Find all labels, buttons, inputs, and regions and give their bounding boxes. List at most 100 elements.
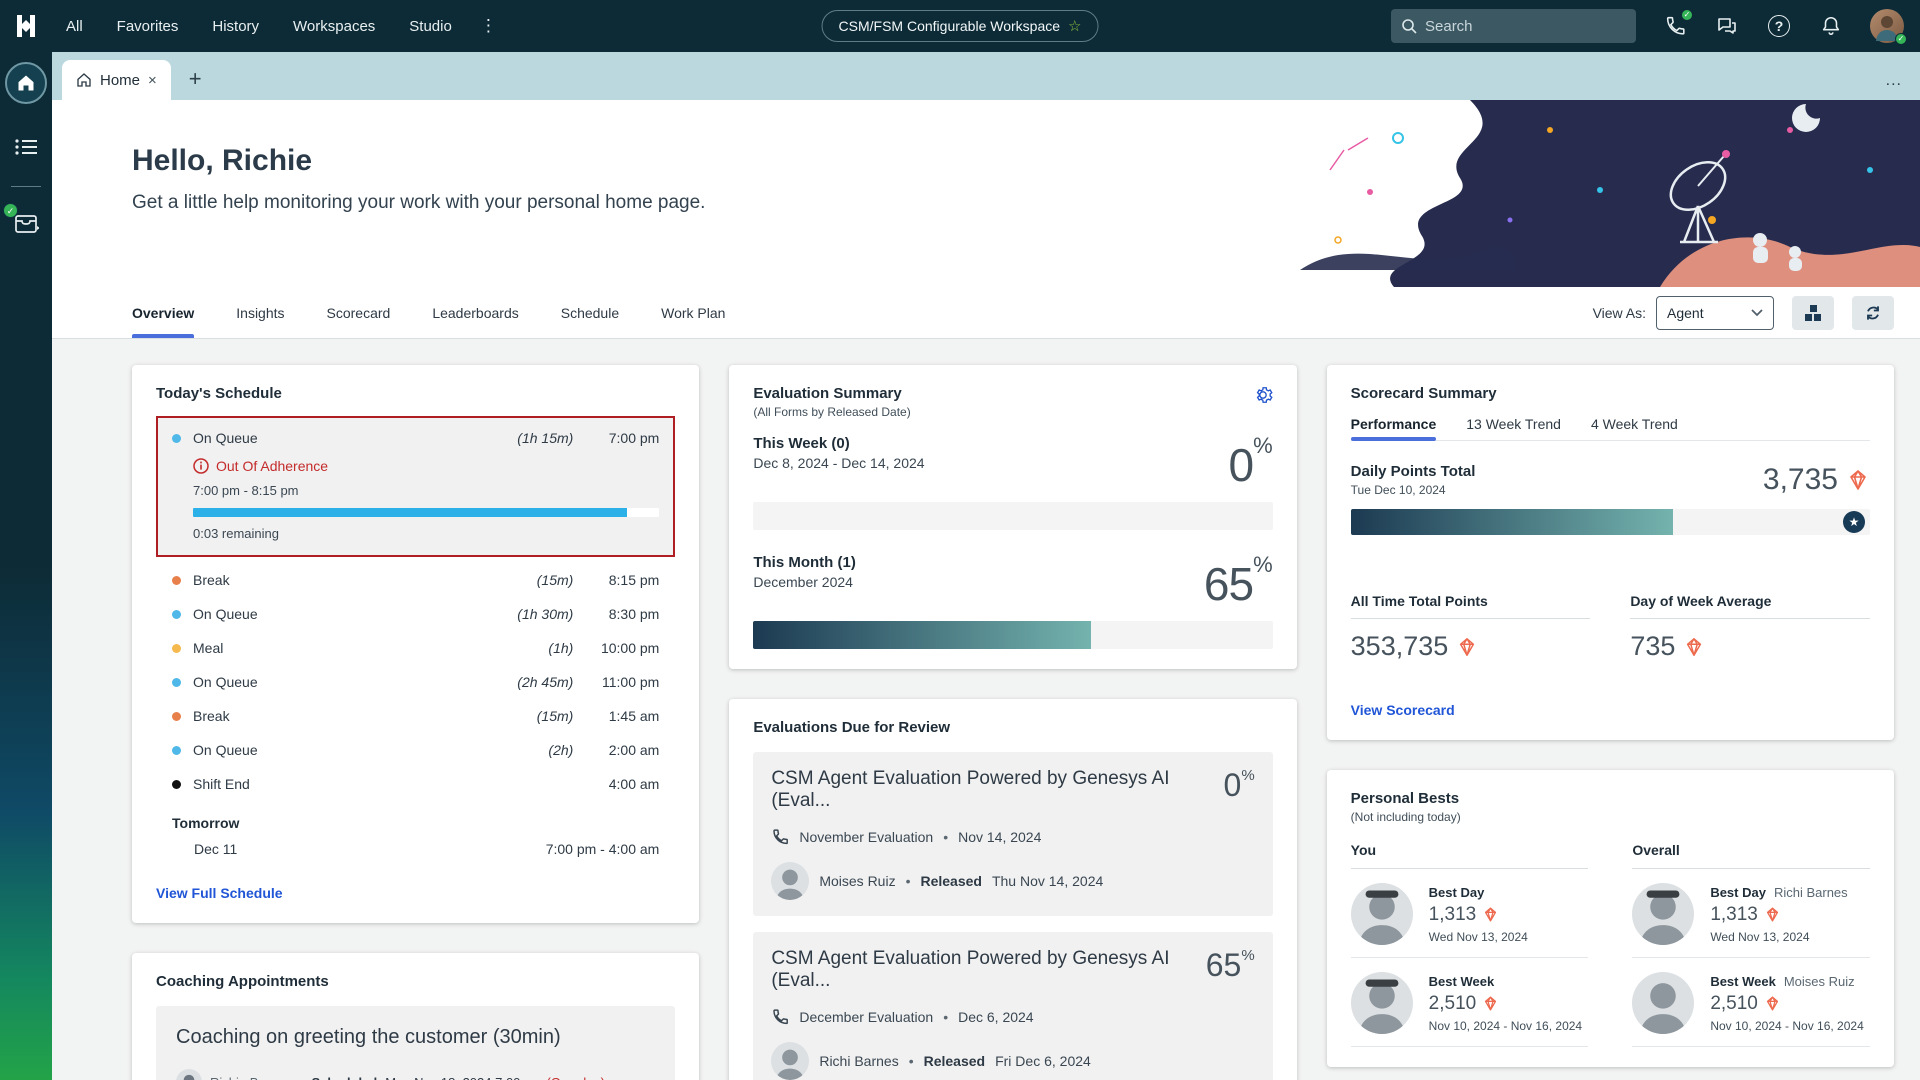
evaluation-item-score: 65% bbox=[1205, 947, 1255, 983]
tab-work-plan[interactable]: Work Plan bbox=[661, 304, 726, 321]
schedule-row[interactable]: On Queue (2h) 2:00 am bbox=[156, 733, 675, 767]
search-icon bbox=[1401, 18, 1417, 34]
best-day-row: Best Day 1,313 Wed Nov 13, 2024 bbox=[1350, 869, 1589, 958]
widgets-layout-button[interactable] bbox=[1792, 295, 1834, 330]
this-month-progress bbox=[753, 621, 1273, 649]
favorite-star-icon[interactable]: ☆ bbox=[1068, 18, 1082, 35]
tomorrow-label: Tomorrow bbox=[172, 815, 240, 831]
best-week-date: Nov 10, 2024 - Nov 16, 2024 bbox=[1710, 1018, 1864, 1033]
call-icon bbox=[773, 829, 789, 845]
tab-home-label: Home bbox=[100, 71, 141, 89]
coaching-appointments-card: Coaching Appointments Coaching on greeti… bbox=[132, 953, 700, 1080]
evaluation-item-form-row: December Evaluation • Dec 6, 2024 bbox=[771, 1008, 1254, 1026]
menu-workspaces[interactable]: Workspaces bbox=[293, 17, 376, 35]
schedule-row[interactable]: On Queue (1h 30m) 8:30 pm bbox=[156, 597, 675, 631]
call-icon bbox=[773, 1009, 789, 1025]
daily-points-section: Daily Points Total Tue Dec 10, 2024 3,73… bbox=[1351, 463, 1870, 497]
scorecard-tab-4-week[interactable]: 4 Week Trend bbox=[1590, 416, 1678, 432]
help-icon[interactable]: ? bbox=[1766, 13, 1792, 39]
column-left: Today's Schedule On Queue (1h 15m) 7:00 … bbox=[132, 365, 700, 1080]
scorecard-tab-13-week[interactable]: 13 Week Trend bbox=[1466, 416, 1561, 432]
current-activity-range: 7:00 pm - 8:15 pm bbox=[193, 483, 299, 498]
tomorrow-section: Tomorrow Dec 11 7:00 pm - 4:00 am bbox=[156, 815, 675, 857]
activity-dot bbox=[172, 677, 181, 687]
phone-status-button[interactable]: ✓ bbox=[1662, 9, 1693, 39]
menu-overflow-icon[interactable]: ⋮ bbox=[479, 16, 499, 35]
workspace-pill[interactable]: CSM/FSM Configurable Workspace ☆ bbox=[821, 10, 1099, 42]
tab-strip-overflow-icon[interactable]: ... bbox=[1885, 72, 1902, 89]
schedule-row[interactable]: Meal (1h) 10:00 pm bbox=[156, 631, 675, 665]
scorecard-tab-performance[interactable]: Performance bbox=[1350, 416, 1436, 441]
best-day-label: Best Day bbox=[1428, 884, 1485, 900]
chat-icon[interactable] bbox=[1714, 13, 1740, 39]
view-as-value: Agent bbox=[1667, 304, 1704, 321]
genesys-logo[interactable] bbox=[0, 0, 52, 52]
refresh-icon bbox=[1867, 305, 1879, 320]
new-tab-button[interactable]: + bbox=[188, 66, 202, 91]
coaching-item[interactable]: Coaching on greeting the customer (30min… bbox=[156, 1006, 676, 1080]
schedule-row[interactable]: On Queue (2h 45m) 11:00 pm bbox=[156, 665, 675, 699]
tab-leaderboards[interactable]: Leaderboards bbox=[432, 304, 519, 321]
gem-icon bbox=[1687, 637, 1702, 656]
gem-icon bbox=[1485, 907, 1497, 922]
home-icon bbox=[18, 75, 34, 91]
menu-favorites[interactable]: Favorites bbox=[116, 17, 179, 35]
todays-schedule-card: Today's Schedule On Queue (1h 15m) 7:00 … bbox=[132, 365, 700, 923]
activity-dot bbox=[172, 609, 181, 619]
evaluations-due-card: Evaluations Due for Review CSM Agent Eva… bbox=[729, 699, 1297, 1080]
tab-home[interactable]: Home × bbox=[62, 60, 171, 100]
day-of-week-average-label: Day of Week Average bbox=[1630, 593, 1870, 619]
evaluation-item[interactable]: CSM Agent Evaluation Powered by Genesys … bbox=[753, 752, 1273, 916]
tab-overview[interactable]: Overview bbox=[132, 287, 195, 338]
inbox-icon bbox=[15, 215, 39, 233]
schedule-row[interactable]: Break (15m) 1:45 am bbox=[156, 699, 675, 733]
sidebar-home-button[interactable] bbox=[5, 62, 47, 104]
user-avatar[interactable]: ✓ bbox=[1870, 9, 1907, 45]
view-full-schedule-link[interactable]: View Full Schedule bbox=[156, 885, 283, 901]
view-as-label: View As: bbox=[1592, 304, 1646, 321]
workspace-pill-label: CSM/FSM Configurable Workspace bbox=[838, 18, 1061, 34]
daily-points-progress-fill bbox=[1350, 509, 1673, 535]
tab-close-icon[interactable]: × bbox=[148, 71, 157, 89]
best-day-value: 1,313 bbox=[1429, 904, 1528, 926]
tab-scorecard[interactable]: Scorecard bbox=[326, 304, 391, 321]
schedule-row[interactable]: Break (15m) 8:15 pm bbox=[156, 563, 675, 597]
all-time-points-value: 353,735 bbox=[1351, 631, 1591, 662]
best-week-date: Nov 10, 2024 - Nov 16, 2024 bbox=[1428, 1018, 1583, 1033]
overall-column-header: Overall bbox=[1632, 842, 1870, 869]
refresh-button[interactable] bbox=[1852, 295, 1894, 330]
current-activity-block[interactable]: On Queue (1h 15m) 7:00 pm Out Of Adheren… bbox=[156, 416, 676, 557]
sidebar-queue-list-button[interactable] bbox=[15, 138, 37, 156]
schedule-row[interactable]: Shift End 4:00 am bbox=[156, 767, 675, 801]
current-activity-time: 7:00 pm bbox=[608, 430, 660, 446]
view-as-select[interactable]: Agent bbox=[1656, 295, 1774, 330]
page-tabs-row: Overview Insights Scorecard Leaderboards… bbox=[52, 287, 1920, 339]
evaluation-item-score: 0% bbox=[1223, 767, 1255, 803]
coaching-item-meta: Richie Barnes • Scheduled Mon Nov 18, 20… bbox=[176, 1069, 655, 1080]
view-scorecard-link[interactable]: View Scorecard bbox=[1350, 702, 1455, 718]
scorecard-stats: All Time Total Points 353,735 Day of Wee… bbox=[1350, 593, 1870, 662]
notifications-bell-icon[interactable] bbox=[1818, 13, 1844, 39]
this-month-section: This Month (1) December 2024 65% bbox=[753, 554, 1273, 649]
menu-studio[interactable]: Studio bbox=[409, 17, 452, 35]
global-search[interactable] bbox=[1391, 9, 1636, 43]
daily-points-value: 3,735 bbox=[1763, 463, 1870, 497]
this-week-section: This Week (0) Dec 8, 2024 - Dec 14, 2024… bbox=[753, 435, 1273, 530]
menu-history[interactable]: History bbox=[212, 17, 260, 35]
sidebar-interactions-button[interactable]: ✓ bbox=[3, 203, 39, 235]
current-activity-duration: (1h 15m) bbox=[517, 430, 574, 446]
best-week-value: 2,510 bbox=[1429, 993, 1582, 1015]
best-week-label: Best Week bbox=[1710, 973, 1776, 989]
gem-icon bbox=[1850, 470, 1866, 490]
tab-schedule[interactable]: Schedule bbox=[560, 304, 620, 321]
search-input[interactable] bbox=[1425, 17, 1626, 35]
scorecard-title: Scorecard Summary bbox=[1350, 385, 1497, 402]
greeting-subtitle: Get a little help monitoring your work w… bbox=[132, 192, 706, 213]
menu-all[interactable]: All bbox=[66, 17, 83, 35]
evaluations-due-title: Evaluations Due for Review bbox=[753, 719, 951, 736]
evaluation-item[interactable]: CSM Agent Evaluation Powered by Genesys … bbox=[753, 932, 1273, 1080]
tab-insights[interactable]: Insights bbox=[236, 304, 285, 321]
adherence-status: Out Of Adherence bbox=[193, 458, 659, 474]
evaluation-settings-gear-icon[interactable] bbox=[1253, 385, 1273, 405]
activity-dot bbox=[172, 745, 181, 755]
